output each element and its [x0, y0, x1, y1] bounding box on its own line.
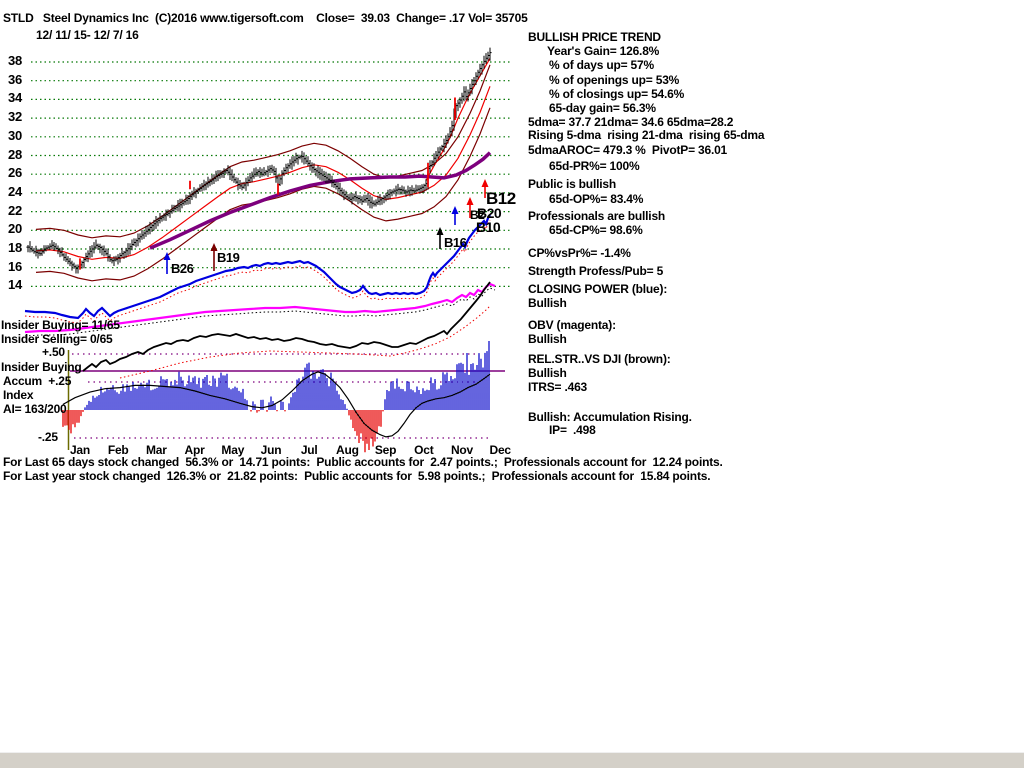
y-axis-label: 30 — [8, 127, 23, 143]
month-label: Dec — [489, 443, 511, 457]
panel-line: Bullish: Accumulation Rising. — [528, 410, 692, 424]
panel-line: Year's Gain= 126.8% — [547, 44, 660, 58]
panel-line: Public is bullish — [528, 177, 616, 191]
left-label: Insider Selling= 0/65 — [1, 332, 113, 346]
month-label: Apr — [184, 443, 205, 457]
panel-line: Professionals are bullish — [528, 209, 666, 223]
left-label: Insider Buying= 11/65 — [1, 318, 120, 332]
y-axis-label: 32 — [8, 109, 23, 125]
left-label: Index — [3, 388, 34, 402]
left-label: -.25 — [38, 430, 58, 444]
y-axis-label: 22 — [8, 202, 23, 218]
panel-line: 65d-OP%= 83.4% — [549, 192, 644, 206]
month-label: Mar — [146, 443, 167, 457]
month-label: May — [221, 443, 245, 457]
panel-line: Bullish — [528, 366, 567, 380]
stock-chart-canvas — [24, 47, 512, 453]
panel-line: OBV (magenta): — [528, 318, 616, 332]
month-label: Feb — [107, 443, 129, 457]
left-label: Accum +.25 — [3, 374, 72, 388]
signal-label-B12: B12 — [486, 189, 516, 208]
panel-line: Bullish — [528, 332, 567, 346]
y-axis-label: 14 — [8, 277, 23, 293]
y-axis-label: 26 — [8, 165, 23, 181]
signal-label-B16: B16 — [444, 235, 467, 250]
left-label: AI= 163/200 — [3, 402, 67, 416]
chart-labels-layer: 38 36 34 32 30 28 26 24 22 20 18 16 14 Jan Feb Mar Apr Ma… — [1, 30, 765, 457]
panel-line: Rising 5-dma rising 21-dma rising 65-dma — [528, 128, 765, 142]
panel-line: % of closings up= 54.6% — [549, 87, 685, 101]
signal-label-B10: B10 — [476, 219, 501, 235]
panel-line: REL.STR..VS DJI (brown): — [528, 352, 671, 366]
left-label: +.50 — [42, 345, 65, 359]
month-label: Jan — [69, 443, 91, 457]
panel-line: 65d-PR%= 100% — [549, 159, 640, 173]
footer-line-year: For Last year stock changed 126.3% or 21… — [3, 469, 711, 483]
panel-line: 65-day gain= 56.3% — [549, 101, 656, 115]
signal-label-B19: B19 — [217, 250, 240, 265]
panel-line: BULLISH PRICE TREND — [528, 30, 661, 44]
signal-label-B2: B2 — [470, 208, 485, 222]
panel-line: IP= .498 — [549, 423, 596, 437]
month-label: Oct — [414, 443, 434, 457]
panel-line: CP%vsPr%= -1.4% — [528, 246, 631, 260]
month-label: Nov — [450, 443, 474, 457]
window-title: STLD Steel Dynamics Inc (C)2016 www.tige… — [3, 11, 528, 25]
y-axis-label: 34 — [8, 90, 23, 106]
signal-label-B26: B26 — [171, 261, 194, 276]
panel-line: 65d-CP%= 98.6% — [549, 223, 643, 237]
y-axis-label: 28 — [8, 146, 23, 162]
y-axis-label: 20 — [8, 221, 23, 237]
y-axis-label: 24 — [8, 183, 23, 199]
month-label: Aug — [336, 443, 359, 457]
panel-line: CLOSING POWER (blue): — [528, 282, 668, 296]
panel-line: % of openings up= 53% — [549, 73, 680, 87]
panel-line: Strength Profess/Pub= 5 — [528, 264, 664, 278]
y-axis-label: 18 — [8, 240, 23, 255]
left-label: Insider Buying — [1, 360, 82, 374]
panel-line: ITRS= .463 — [528, 380, 588, 394]
panel-line: Bullish — [528, 296, 567, 310]
panel-line: % of days up= 57% — [549, 58, 654, 72]
month-label: Jun — [260, 443, 282, 457]
month-label: Sep — [374, 443, 397, 457]
month-label: Jul — [300, 443, 318, 457]
panel-line: 5dma= 37.7 21dma= 34.6 65dma=28.2 — [528, 115, 734, 129]
y-axis-label: 16 — [8, 258, 23, 274]
y-axis-label: 36 — [8, 71, 23, 87]
panel-line: 5dmaAROC= 479.3 % PivotP= 36.01 — [528, 143, 728, 157]
footer-line-65days: For Last 65 days stock changed 56.3% or … — [3, 455, 723, 469]
y-axis-label: 38 — [8, 53, 23, 68]
signal-label-B20: B20 — [477, 205, 502, 221]
taskbar[interactable] — [0, 752, 1024, 768]
date-range-label: 12/ 11/ 15- 12/ 7/ 16 — [36, 28, 139, 42]
